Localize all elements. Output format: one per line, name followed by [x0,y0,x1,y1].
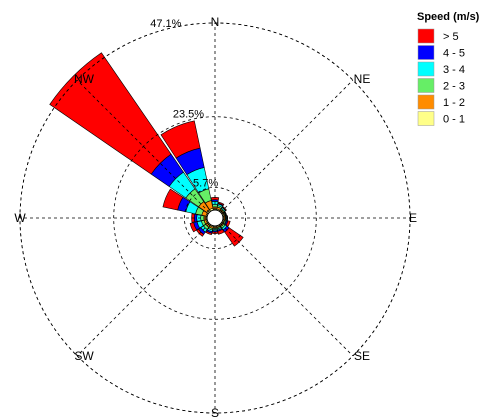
sector-segment [222,206,227,211]
legend-swatch [417,61,435,77]
legend-label: 1 - 2 [443,97,465,109]
sector-segment [205,230,213,236]
direction-label-ne: NE [354,72,371,86]
grid-spoke [220,223,354,357]
legend-swatch [417,28,435,44]
legend-label: > 5 [443,31,459,43]
ring-label: 47.1% [150,18,181,30]
legend-swatch [417,78,435,93]
sector-segment [189,222,198,233]
sector-segment [217,228,225,235]
direction-label-w: W [14,211,26,225]
sector-segment [225,220,231,227]
speed-legend: Speed (m/s) > 5 4 - 5 3 - 4 2 - 3 1 - 2 0 - 1 [417,11,480,126]
polar-grid [19,22,411,414]
grid-spoke [220,79,354,213]
legend-label: 2 - 3 [443,81,465,93]
legend-label: 0 - 1 [443,114,465,126]
legend-label: 4 - 5 [443,48,465,60]
sector-segment [217,201,225,206]
legend-label: 3 - 4 [443,64,465,76]
direction-labels: N NE E SE S SW W NW [14,15,417,419]
direction-label-sw: SW [74,349,94,363]
legend-swatch [417,111,435,126]
sector-segment [160,120,201,159]
ring-label: 23.5% [173,109,204,121]
direction-label-s: S [211,406,219,419]
grid-spoke [76,79,210,213]
direction-label-e: E [409,211,417,225]
legend-title: Speed (m/s) [417,11,480,23]
ring-label: 5.7% [193,177,218,189]
sector-segment [162,188,184,211]
grid-spoke [76,223,210,357]
legend-swatch [417,94,435,110]
grid-ring [183,186,247,250]
legend-swatch [417,45,435,60]
calm-circle [206,209,224,227]
grid-ring [113,116,317,320]
sector-segment [224,211,228,216]
sector-segment [226,215,229,221]
ring-labels: 5.7% 23.5% 47.1% [150,18,218,189]
direction-label-n: N [211,15,220,29]
sector-segment [210,196,220,201]
direction-label-se: SE [354,349,370,363]
sector-segment [200,215,205,221]
direction-label-nw: NW [74,72,95,86]
